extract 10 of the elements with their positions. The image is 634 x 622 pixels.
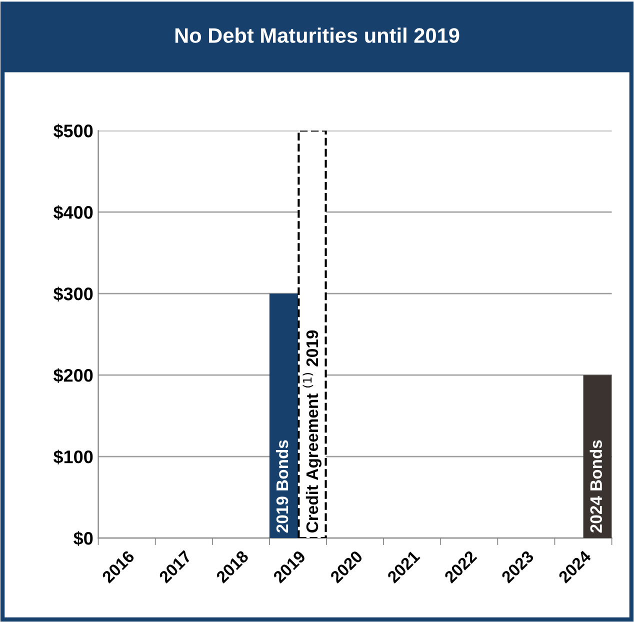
- chart-title: No Debt Maturities until 2019: [175, 28, 460, 43]
- y-tick-label: $500: [53, 124, 93, 138]
- y-tick-label: $100: [53, 450, 93, 464]
- series-label: 2024 Bonds: [590, 440, 602, 533]
- y-tick-label: $400: [53, 205, 93, 220]
- series-label: 2019 Bonds: [276, 440, 288, 533]
- y-tick-label: $200: [53, 368, 93, 383]
- series-label: Credit Agreement $^{(1)}$ 2019: [302, 330, 322, 532]
- y-tick-label: $0: [74, 531, 93, 546]
- y-tick-label: $300: [53, 286, 93, 302]
